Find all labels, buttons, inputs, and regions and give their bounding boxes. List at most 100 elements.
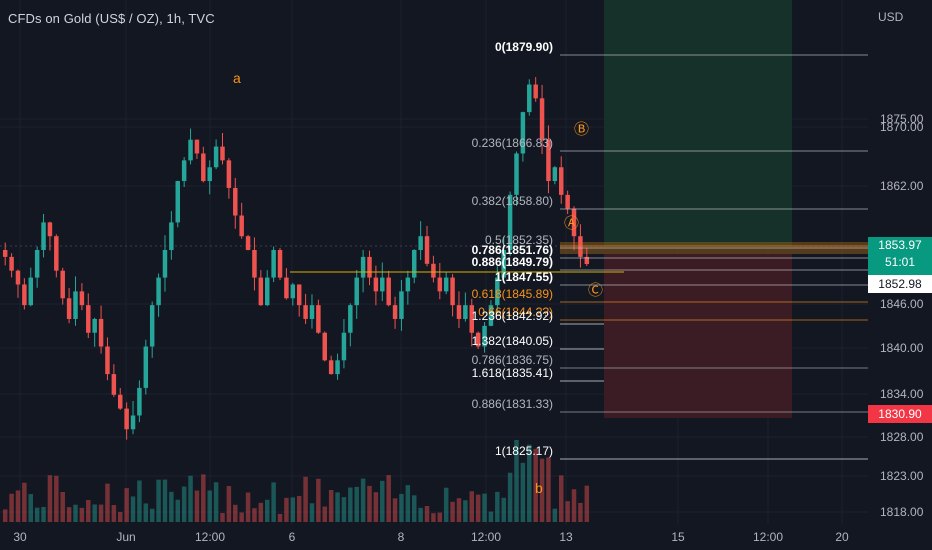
candle-body: [328, 360, 334, 375]
volume-bar: [245, 492, 251, 522]
candle-body: [265, 277, 270, 306]
candle-body: [169, 222, 174, 250]
x-tick-label: 30: [13, 530, 27, 544]
volume-bar: [213, 482, 219, 522]
candle-body: [412, 250, 417, 278]
x-tick-label: 8: [398, 530, 405, 544]
candle-body: [73, 291, 78, 319]
candle-body: [584, 256, 590, 264]
candle-body: [482, 325, 487, 347]
fib-label: 0.786(1851.76): [472, 243, 553, 257]
fib-label: 0.786(1836.75): [472, 353, 553, 367]
wave-label-a: a: [233, 70, 241, 86]
volume-bar: [98, 504, 104, 522]
candle-body: [9, 256, 14, 271]
candle-body: [443, 277, 449, 292]
volume-bar: [443, 487, 449, 522]
volume-bar: [2, 509, 8, 522]
y-tick-label: 1870.00: [880, 120, 924, 134]
volume-bar: [418, 507, 423, 522]
candle-body: [405, 277, 411, 292]
volume-bar: [559, 475, 564, 522]
volume-bar: [194, 490, 200, 522]
y-tick-label: 1818.00: [880, 505, 924, 519]
candle-body: [175, 181, 180, 223]
volume-bar: [181, 486, 187, 522]
volume-bar: [316, 478, 321, 522]
volume-bar: [220, 513, 225, 522]
volume-bar: [412, 495, 417, 522]
candle-body: [431, 263, 436, 278]
volume-bar: [226, 486, 232, 522]
candle-body: [309, 305, 315, 319]
y-tick-label: 1846.00: [880, 297, 924, 311]
candle-body: [245, 236, 251, 250]
volume-bar: [73, 504, 78, 522]
volume-bar: [28, 494, 33, 522]
y-tick-label: 1875.00: [880, 112, 924, 126]
candle-body: [316, 305, 321, 333]
candle-body: [34, 250, 40, 278]
volume-bar: [207, 490, 212, 522]
volume-bar: [79, 507, 85, 522]
candle-body: [475, 332, 481, 347]
x-tick-label: 12:00: [195, 530, 225, 544]
volume-bar: [571, 489, 577, 522]
candle-body: [284, 277, 289, 299]
candle-body: [66, 298, 72, 319]
volume-bar: [482, 493, 487, 522]
y-tick-label: 1828.00: [880, 430, 924, 444]
candle-body: [124, 408, 129, 430]
candle-body: [92, 318, 97, 333]
candle-body: [380, 277, 385, 292]
volume-bar: [341, 497, 347, 522]
volume-bar: [296, 495, 302, 522]
volume-bar: [22, 482, 27, 522]
candle-body: [488, 305, 494, 326]
time-axis[interactable]: 30 Jun 12:00 6 8 12:00 13 15 12:00 20: [13, 530, 849, 544]
volume-bar: [450, 501, 455, 522]
volume-bar: [149, 508, 155, 522]
candle-body: [111, 374, 117, 395]
volume-bar: [552, 508, 558, 522]
volume-bar: [309, 503, 315, 522]
volume-bar: [258, 502, 264, 522]
candle-body: [162, 250, 168, 278]
candle-body: [392, 305, 398, 319]
volume-bar: [111, 505, 117, 522]
candle-body: [386, 277, 391, 306]
wave-label-b: b: [535, 480, 543, 496]
currency-label: USD: [878, 10, 904, 24]
candle-body: [469, 305, 474, 333]
candle-body: [47, 222, 53, 237]
candle-body: [252, 250, 257, 278]
candle-body: [201, 153, 206, 182]
x-tick-label: 13: [559, 530, 573, 544]
volume-bar: [392, 498, 398, 522]
candle-body: [303, 305, 308, 319]
x-tick-label: 12:00: [753, 530, 783, 544]
fib-label: 0.886(1831.33): [472, 397, 553, 411]
y-tick-label: 1862.00: [880, 179, 924, 193]
candle-body: [86, 305, 91, 333]
candle-body: [277, 250, 283, 278]
target-zone: [604, 0, 792, 246]
volume-bar: [424, 505, 430, 522]
candle-body: [60, 270, 65, 299]
volume-bar: [105, 483, 110, 522]
volume-bar: [47, 475, 53, 522]
volume-bar: [92, 504, 97, 522]
fib-label: 0(1879.90): [495, 40, 553, 54]
volume-bar: [373, 492, 379, 522]
candle-body: [539, 98, 545, 140]
volume-bar: [380, 480, 385, 522]
volume-bar: [354, 486, 359, 522]
candle-body: [239, 215, 244, 237]
candle-body: [290, 284, 296, 299]
candle-body: [54, 236, 59, 271]
candle-body: [2, 250, 8, 257]
level-price-tag: 1852.98: [868, 275, 932, 293]
candle-body: [373, 277, 379, 292]
